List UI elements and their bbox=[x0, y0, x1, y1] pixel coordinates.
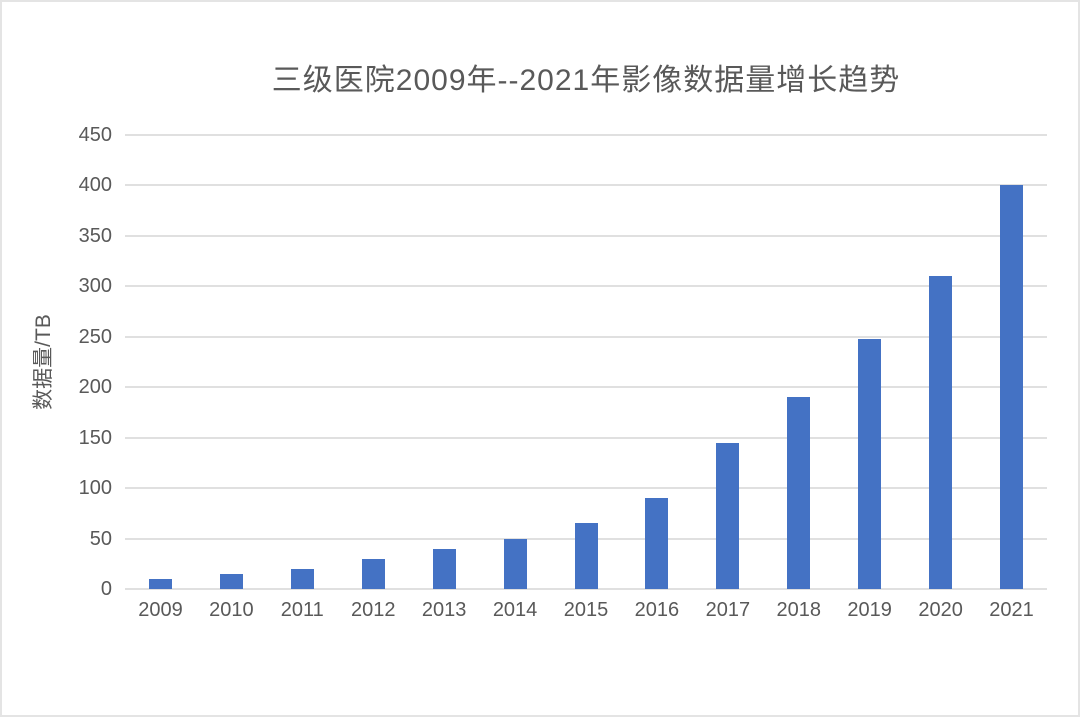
bar-2021 bbox=[1000, 185, 1024, 589]
plot-area bbox=[125, 134, 1047, 590]
x-tick-label: 2010 bbox=[209, 599, 254, 621]
bar-2009 bbox=[148, 578, 172, 589]
x-tick-label: 2019 bbox=[847, 599, 892, 621]
bar-2016 bbox=[645, 498, 669, 589]
y-axis-tick-labels: 0 50 100 150 200 250 300 350 400 450 bbox=[2, 124, 112, 600]
y-tick-label: 400 bbox=[78, 174, 112, 197]
y-tick-label: 0 bbox=[100, 578, 112, 600]
gridline bbox=[125, 184, 1047, 187]
x-tick-label: 2018 bbox=[776, 599, 822, 621]
bar-2010 bbox=[219, 573, 243, 589]
x-tick-label: 2017 bbox=[705, 599, 751, 621]
y-tick-label: 450 bbox=[78, 124, 112, 146]
x-tick-label: 2009 bbox=[138, 599, 183, 621]
gridline bbox=[125, 234, 1047, 237]
y-tick-label: 200 bbox=[78, 376, 112, 399]
y-tick-label: 250 bbox=[78, 325, 112, 348]
bar-2015 bbox=[574, 523, 598, 589]
gridline bbox=[125, 134, 1047, 136]
bar-2011 bbox=[290, 568, 314, 589]
y-tick-label: 300 bbox=[78, 275, 112, 298]
bar-2017 bbox=[716, 442, 740, 589]
y-tick-label: 150 bbox=[78, 426, 112, 449]
gridline bbox=[125, 588, 1047, 590]
bar-2012 bbox=[361, 558, 385, 589]
x-tick-label: 2012 bbox=[350, 599, 396, 621]
y-tick-label: 350 bbox=[78, 224, 112, 247]
y-tick-label: 50 bbox=[89, 527, 112, 550]
gridline bbox=[125, 487, 1047, 490]
y-tick-label: 100 bbox=[78, 477, 112, 500]
x-tick-label: 2021 bbox=[989, 599, 1034, 621]
x-tick-label: 2020 bbox=[918, 599, 963, 621]
gridline bbox=[125, 386, 1047, 389]
bar-2018 bbox=[787, 397, 811, 589]
x-tick-label: 2014 bbox=[492, 599, 538, 621]
x-tick-label: 2015 bbox=[563, 599, 609, 621]
bar-2013 bbox=[432, 548, 456, 589]
chart-title: 三级医院2009年--2021年影像数据量增长趋势 bbox=[271, 64, 901, 97]
gridline bbox=[125, 285, 1047, 288]
x-tick-label: 2011 bbox=[280, 599, 324, 621]
x-tick-label: 2013 bbox=[421, 599, 467, 621]
gridline bbox=[125, 335, 1047, 338]
x-tick-label: 2016 bbox=[634, 599, 680, 621]
bar-2014 bbox=[503, 538, 527, 589]
gridline bbox=[125, 436, 1047, 439]
x-axis-tick-labels: 2009 2010 2011 2012 2013 2014 2015 2016 2017 2018… bbox=[125, 596, 1047, 624]
bar-2020 bbox=[929, 276, 953, 589]
bar-2019 bbox=[858, 338, 882, 589]
